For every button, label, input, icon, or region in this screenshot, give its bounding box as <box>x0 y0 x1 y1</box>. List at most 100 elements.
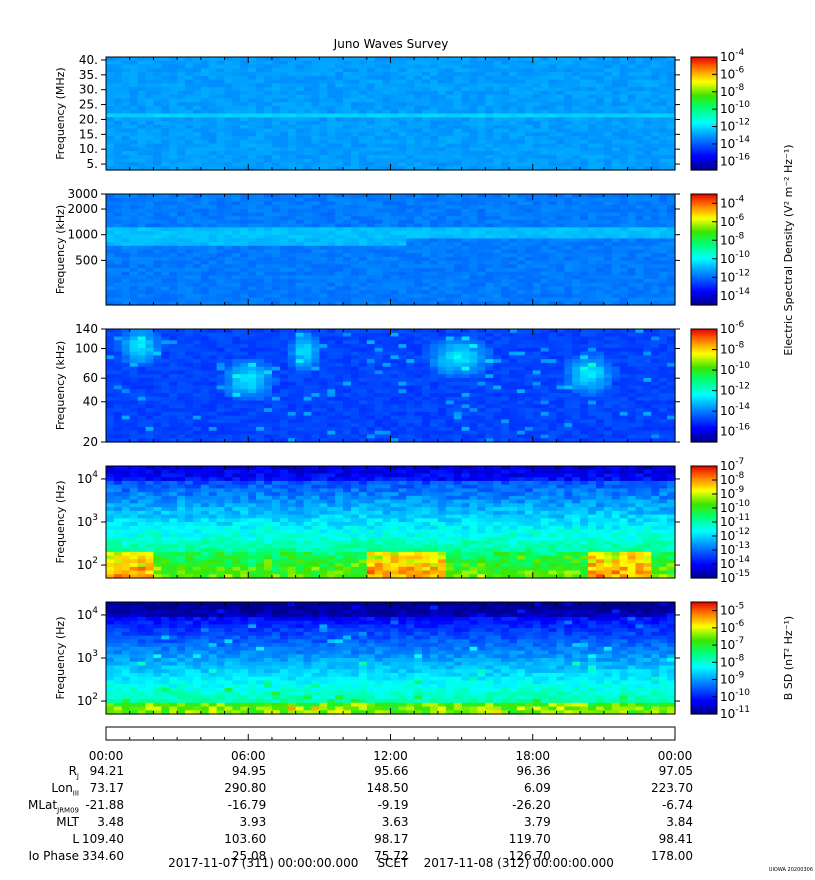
heat-cell <box>627 286 637 291</box>
y-tick-label: 25. <box>79 98 98 112</box>
heat-cell <box>279 121 289 126</box>
colorbar-swatch <box>691 145 717 148</box>
heat-cell <box>516 197 526 202</box>
heat-cell <box>169 201 178 206</box>
heat-cell <box>208 268 218 273</box>
heat-cell <box>248 268 257 273</box>
heat-cell <box>469 279 479 284</box>
heat-cell <box>595 242 605 247</box>
heat-cell <box>493 301 502 306</box>
heat-cell <box>461 151 471 156</box>
heat-cell <box>390 64 399 69</box>
heat-cell <box>145 297 155 302</box>
heat-cell <box>501 249 510 254</box>
heat-cell <box>311 98 320 103</box>
heat-cell <box>564 290 573 295</box>
heat-cell <box>501 219 510 225</box>
heat-cell <box>453 124 463 130</box>
heat-cell <box>588 128 597 133</box>
heat-cell <box>200 216 210 221</box>
heat-cell <box>216 242 226 247</box>
heat-cell <box>106 381 115 387</box>
heat-cell <box>208 132 218 137</box>
heat-cell <box>153 404 162 409</box>
heat-cell <box>113 419 123 424</box>
heat-cell <box>295 132 305 137</box>
colorbar-tick-label: 10-4 <box>720 194 745 210</box>
heat-cell <box>240 264 249 269</box>
heat-cell <box>271 158 281 164</box>
colorbar-swatch <box>691 271 717 275</box>
heat-cell <box>524 154 534 160</box>
heat-cell <box>224 216 234 221</box>
heat-cell <box>121 359 131 364</box>
heat-cell <box>437 197 447 202</box>
heat-cell <box>619 75 629 81</box>
heat-cell <box>509 271 518 276</box>
heat-cell <box>422 227 431 232</box>
heat-cell <box>445 234 455 239</box>
colorbar-swatch <box>691 268 717 271</box>
heat-cell <box>627 105 637 111</box>
heat-cell <box>501 293 510 299</box>
heat-cell <box>106 75 115 81</box>
heat-cell <box>461 158 471 164</box>
heat-cell <box>113 75 123 81</box>
heat-cell <box>548 124 558 130</box>
heat-cell <box>185 336 194 341</box>
heat-cell <box>556 154 565 160</box>
heat-cell <box>137 242 147 247</box>
heat-cell <box>224 275 234 280</box>
heat-cell <box>509 227 518 232</box>
heat-cell <box>248 87 257 92</box>
heat-cell <box>516 234 526 239</box>
heat-cell <box>469 57 479 62</box>
heat-cell <box>437 166 447 171</box>
heat-cell <box>595 293 605 299</box>
colorbar-swatch <box>691 122 717 126</box>
heat-cell <box>169 249 178 254</box>
heat-cell <box>192 253 202 258</box>
heat-cell <box>106 340 115 345</box>
heat-cell <box>200 113 210 118</box>
heat-cell <box>469 212 479 217</box>
heat-cell <box>390 219 399 225</box>
heat-cell <box>659 113 668 118</box>
heat-cell <box>287 201 297 206</box>
heat-cell <box>129 256 139 262</box>
heat-cell <box>161 438 170 443</box>
heat-cell <box>445 64 455 69</box>
heat-cell <box>588 268 597 273</box>
heat-cell <box>382 238 392 243</box>
heat-cell <box>343 275 352 280</box>
heat-cell <box>564 87 573 92</box>
heat-cell <box>588 290 597 295</box>
heat-cell <box>295 245 305 251</box>
heat-cell <box>603 275 613 280</box>
heat-cell <box>414 113 423 118</box>
colorbar-swatch <box>691 168 717 171</box>
colorbar-swatch <box>691 73 717 77</box>
heat-cell <box>572 105 581 111</box>
heat-cell <box>137 264 147 269</box>
heat-cell <box>580 293 589 299</box>
heat-cell <box>185 359 194 364</box>
heat-cell <box>659 94 668 100</box>
heat-cell <box>414 227 423 232</box>
heat-cell <box>516 194 526 199</box>
heat-cell <box>343 79 352 84</box>
heat-cell <box>516 79 526 84</box>
heat-cell <box>311 249 320 254</box>
heat-cell <box>477 75 486 81</box>
heat-cell <box>453 297 463 302</box>
colorbar-swatch <box>691 264 717 267</box>
heat-cell <box>635 105 644 111</box>
heat-cell <box>453 94 463 100</box>
heat-cell <box>651 279 660 284</box>
heat-cell <box>200 227 210 232</box>
heat-cell <box>366 256 376 262</box>
colorbar-swatch <box>691 141 717 145</box>
heat-cell <box>580 60 589 66</box>
heat-cell <box>153 87 162 92</box>
colorbar-swatch <box>691 126 717 130</box>
